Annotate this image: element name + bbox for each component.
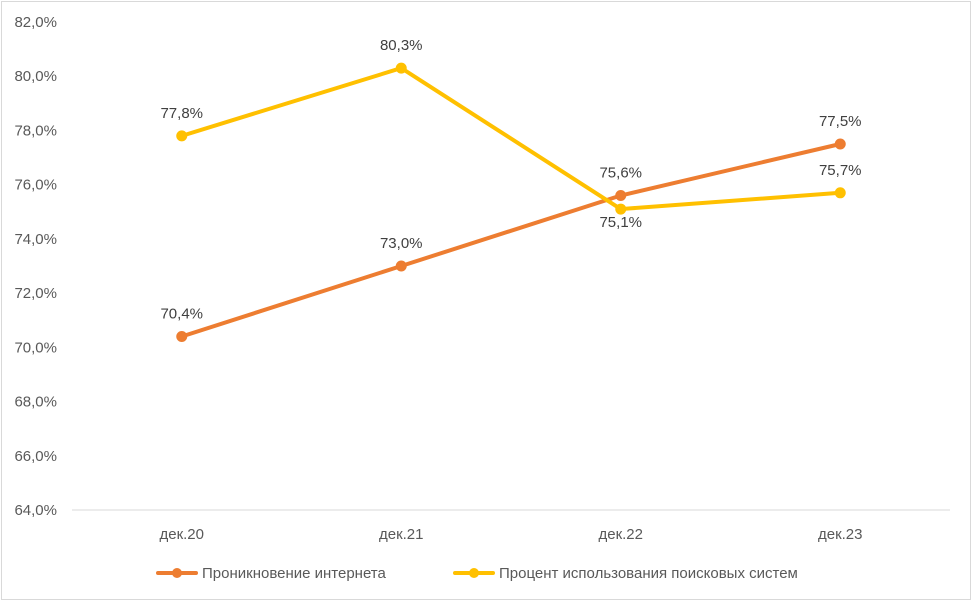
y-tick-label: 70,0% [14,339,57,356]
series-1 [176,138,846,342]
data-label: 70,4% [160,305,203,322]
data-labels: 70,4% 73,0% 75,6% 77,5% 77,8% 80,3% 75,1% 75,7% [160,37,861,322]
legend-marker [172,568,182,578]
legend-item: Процент использования поисковых систем [453,565,798,582]
legend-item: Проникновение интернета [156,565,387,582]
data-point [395,260,407,272]
y-tick-label: 66,0% [14,448,57,465]
data-point [615,203,627,215]
data-label: 73,0% [380,235,423,252]
series-2 [176,62,846,215]
x-axis: дек.20 дек.21 дек.22 дек.23 [159,526,862,543]
legend-marker [469,568,479,578]
x-tick-label: дек.20 [159,526,204,543]
legend-label: Проникновение интернета [202,565,387,582]
legend: Проникновение интернета Процент использов… [156,565,798,582]
data-point [176,130,188,142]
y-tick-label: 78,0% [14,122,57,139]
data-label: 77,5% [819,113,862,130]
y-tick-label: 82,0% [14,14,57,31]
data-label: 75,1% [599,214,642,231]
legend-label: Процент использования поисковых систем [499,565,798,582]
data-point [834,187,846,199]
y-tick-label: 64,0% [14,502,57,519]
x-tick-label: дек.21 [379,526,424,543]
data-label: 75,6% [599,165,642,182]
data-label: 77,8% [160,105,203,122]
data-point [834,138,846,150]
y-axis: 64,0% 66,0% 68,0% 70,0% 72,0% 74,0% 76,0% 78,0%… [14,14,57,519]
y-tick-label: 74,0% [14,231,57,248]
series-line [179,142,843,339]
x-tick-label: дек.22 [598,526,643,543]
y-tick-label: 68,0% [14,394,57,411]
x-tick-label: дек.23 [818,526,863,543]
y-tick-label: 72,0% [14,285,57,302]
data-point [176,330,188,342]
series-line [179,66,843,212]
data-point [615,190,627,202]
data-label: 80,3% [380,37,423,54]
data-point [395,62,407,74]
y-tick-label: 80,0% [14,68,57,85]
series-layer [176,62,846,342]
data-label: 75,7% [819,162,862,179]
y-tick-label: 76,0% [14,177,57,194]
